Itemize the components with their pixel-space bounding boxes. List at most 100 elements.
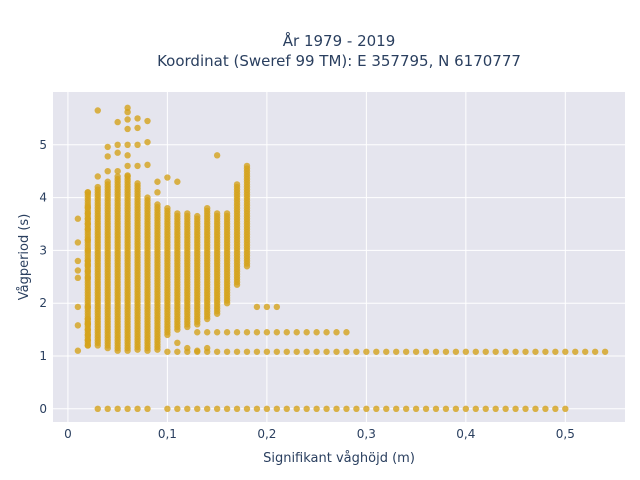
row-point xyxy=(542,348,549,355)
data-point xyxy=(233,329,241,336)
column-point xyxy=(184,210,191,217)
data-point xyxy=(94,173,101,180)
data-point xyxy=(253,329,261,336)
data-point xyxy=(84,189,92,196)
row-point xyxy=(124,405,131,412)
row-point xyxy=(164,348,171,355)
row-point xyxy=(213,405,221,412)
row-point xyxy=(253,405,261,412)
data-point xyxy=(203,344,211,352)
column-point xyxy=(194,212,201,220)
row-point xyxy=(402,348,410,355)
row-point xyxy=(243,348,251,355)
data-point xyxy=(84,257,92,265)
data-points xyxy=(74,104,609,412)
data-point xyxy=(104,168,111,175)
data-point xyxy=(84,342,92,349)
row-point xyxy=(104,405,111,412)
data-point xyxy=(343,329,350,336)
row-point xyxy=(353,405,360,412)
row-point xyxy=(223,348,231,355)
data-point xyxy=(84,210,92,217)
data-point xyxy=(333,329,340,336)
data-point xyxy=(323,329,330,336)
y-tick-label: 5 xyxy=(39,138,47,152)
row-point xyxy=(422,348,430,355)
y-tick-label: 0 xyxy=(39,402,47,416)
row-point xyxy=(253,348,261,355)
column-point xyxy=(223,210,231,217)
row-point xyxy=(522,348,529,355)
column-point xyxy=(164,204,171,212)
data-point xyxy=(74,257,82,265)
column-point xyxy=(154,201,161,208)
row-point xyxy=(333,348,340,355)
data-point xyxy=(74,322,82,329)
data-point xyxy=(124,162,131,170)
row-point xyxy=(293,348,300,355)
data-point xyxy=(263,303,271,311)
y-tick-labels: 0 1 2 3 4 5 xyxy=(39,138,47,416)
column-point xyxy=(233,181,241,188)
data-point xyxy=(84,321,92,328)
data-point xyxy=(84,226,92,233)
row-point xyxy=(552,348,559,355)
row-point xyxy=(303,348,310,355)
data-point xyxy=(124,116,131,123)
row-point xyxy=(542,405,549,412)
column-point xyxy=(94,183,101,191)
data-point xyxy=(134,124,141,132)
row-point xyxy=(502,405,509,412)
data-point xyxy=(144,117,151,125)
row-point xyxy=(273,405,281,412)
x-tick-label: 0,3 xyxy=(357,427,376,441)
row-point xyxy=(273,348,281,355)
data-point xyxy=(84,268,92,275)
row-point xyxy=(283,405,290,412)
data-point xyxy=(114,149,121,156)
row-point xyxy=(512,405,519,412)
data-point xyxy=(74,303,82,311)
data-point xyxy=(213,152,221,159)
data-point xyxy=(84,203,92,211)
data-point xyxy=(124,104,131,112)
data-point xyxy=(74,274,82,282)
row-point xyxy=(432,348,440,355)
data-point xyxy=(114,168,121,175)
data-point xyxy=(303,329,310,336)
row-point xyxy=(333,405,340,412)
column-point xyxy=(243,162,251,170)
column-point xyxy=(144,194,151,201)
data-point xyxy=(154,189,161,196)
row-point xyxy=(303,405,310,412)
x-tick-label: 0,4 xyxy=(456,427,475,441)
data-point xyxy=(134,115,141,122)
column-point xyxy=(104,178,111,185)
row-point xyxy=(313,405,320,412)
row-point xyxy=(552,405,559,412)
data-point xyxy=(263,329,271,336)
row-point xyxy=(412,405,420,412)
row-point xyxy=(522,405,529,412)
chart-title-line2: Koordinat (Sweref 99 TM): E 357795, N 61… xyxy=(157,52,521,70)
row-point xyxy=(412,348,420,355)
data-point xyxy=(114,118,121,126)
column-point xyxy=(174,210,181,217)
row-point xyxy=(323,405,330,412)
data-point xyxy=(253,303,261,311)
row-point xyxy=(383,348,390,355)
data-point xyxy=(194,329,201,336)
row-point xyxy=(572,348,579,355)
y-tick-label: 1 xyxy=(39,349,47,363)
data-point xyxy=(84,326,92,333)
row-point xyxy=(343,405,350,412)
row-point xyxy=(582,348,589,355)
row-point xyxy=(373,405,380,412)
row-point xyxy=(323,348,330,355)
row-point xyxy=(402,405,410,412)
row-point xyxy=(114,405,121,412)
row-point xyxy=(562,405,569,412)
row-point xyxy=(213,348,221,355)
row-point xyxy=(263,348,271,355)
data-point xyxy=(84,215,92,222)
